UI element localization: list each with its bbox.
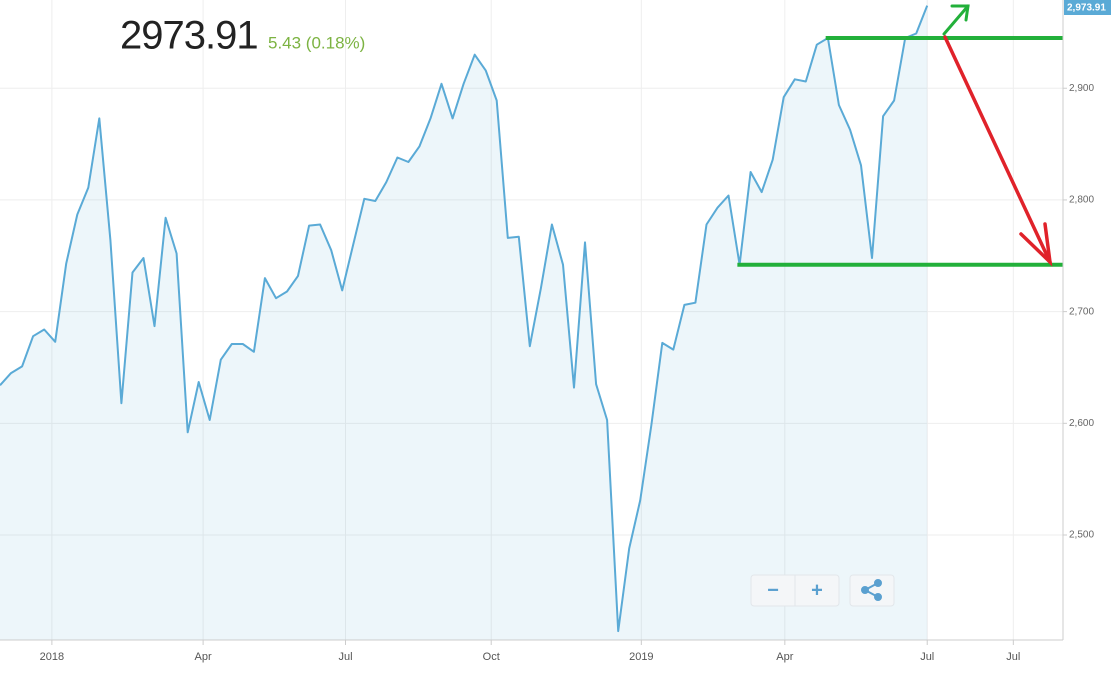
arrow-up bbox=[942, 4, 970, 36]
zoom-controls: − + bbox=[750, 574, 895, 607]
x-tick-label: Jul bbox=[338, 651, 352, 663]
last-price-label: 2,973.91 bbox=[1067, 3, 1106, 14]
arrow-down bbox=[943, 35, 1053, 267]
zoom-in-label[interactable]: + bbox=[811, 579, 823, 601]
x-tick-label: Jul bbox=[1006, 651, 1020, 663]
y-tick-label: 2,500 bbox=[1069, 530, 1094, 541]
share-button[interactable] bbox=[849, 574, 895, 607]
area-fill bbox=[0, 5, 928, 641]
x-tick-label: Oct bbox=[483, 651, 500, 663]
x-tick-label: 2018 bbox=[40, 651, 64, 663]
last-price-box bbox=[1064, 0, 1111, 15]
zoom-out-label[interactable]: − bbox=[767, 579, 779, 601]
price-line bbox=[0, 5, 929, 633]
y-tick-label: 2,900 bbox=[1069, 83, 1094, 94]
y-tick-label: 2,600 bbox=[1069, 418, 1094, 429]
zoom-out-button[interactable]: − bbox=[751, 575, 795, 606]
x-tick-label: 2019 bbox=[629, 651, 653, 663]
last-price-badge: 2,973.91 bbox=[1064, 0, 1111, 15]
y-tick-label: 2,800 bbox=[1069, 195, 1094, 206]
price: 2973.91 bbox=[120, 14, 258, 58]
y-tick-label: 2,700 bbox=[1069, 306, 1094, 317]
x-tick-label: Apr bbox=[776, 651, 793, 663]
x-tick-label: Apr bbox=[195, 651, 212, 663]
x-tick-label: Jul bbox=[920, 651, 934, 663]
zoom-in-button[interactable]: + bbox=[795, 575, 839, 606]
price-change: 5.43 (0.18%) bbox=[268, 33, 365, 52]
